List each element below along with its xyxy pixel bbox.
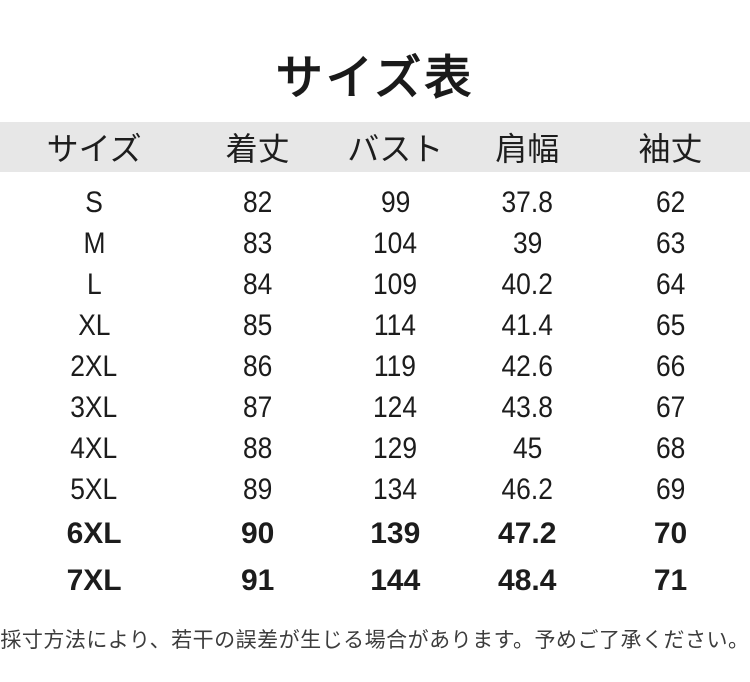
measurement-disclaimer: 採寸方法により、若干の誤差が生じる場合があります。予めご了承ください。 [0,629,750,652]
cell-sleeve: 63 [655,226,686,260]
cell-sleeve: 68 [655,431,686,465]
cell-sleeve: 62 [655,185,686,219]
size-table-header: サイズ 着丈 バスト 肩幅 袖丈 [0,122,750,172]
cell-size: XL [77,308,111,342]
page-title: サイズ表 [275,51,475,104]
col-header-shoulder: 肩幅 [463,122,591,172]
cell-sleeve: 65 [655,308,686,342]
table-row: 5XL 89 134 46.2 69 [0,469,750,510]
cell-bust: 129 [373,431,418,465]
cell-size: 5XL [70,472,118,506]
col-header-bust: バスト [327,122,464,172]
cell-shoulder: 46.2 [501,472,553,506]
table-row: L 84 109 40.2 64 [0,264,750,305]
table-row: 3XL 87 124 43.8 67 [0,387,750,428]
cell-shoulder: 41.4 [501,308,553,342]
size-table: サイズ 着丈 バスト 肩幅 袖丈 S 82 99 37.8 62 M 83 10… [0,122,750,604]
cell-bust: 104 [373,226,418,260]
table-row: 2XL 86 119 42.6 66 [0,346,750,387]
cell-size: 3XL [70,390,118,424]
cell-shoulder: 48.4 [498,563,557,597]
cell-size: L [86,267,102,301]
header-row: サイズ 着丈 バスト 肩幅 袖丈 [0,122,750,172]
cell-size: 7XL [66,563,122,597]
cell-sleeve: 69 [655,472,686,506]
col-header-length: 着丈 [188,122,327,172]
cell-length: 90 [240,516,275,550]
cell-length: 86 [242,349,273,383]
cell-length: 83 [242,226,273,260]
cell-shoulder: 37.8 [501,185,553,219]
cell-shoulder: 45 [512,431,542,465]
cell-bust: 144 [370,563,421,597]
col-header-sleeve: 袖丈 [591,122,750,172]
table-row: XL 85 114 41.4 65 [0,305,750,346]
cell-shoulder: 47.2 [498,516,557,550]
cell-sleeve: 67 [655,390,686,424]
cell-length: 91 [240,563,275,597]
cell-size: 6XL [66,516,122,550]
table-row: S 82 99 37.8 62 [0,172,750,223]
table-row: 7XL 91 144 48.4 71 [0,557,750,604]
cell-length: 84 [242,267,273,301]
cell-size: 2XL [70,349,118,383]
cell-bust: 119 [374,349,417,383]
cell-sleeve: 70 [653,516,688,550]
cell-length: 82 [242,185,273,219]
cell-shoulder: 40.2 [501,267,553,301]
cell-bust: 109 [373,267,418,301]
cell-length: 87 [242,390,273,424]
cell-bust: 134 [373,472,418,506]
cell-shoulder: 39 [512,226,542,260]
cell-bust: 99 [380,185,410,219]
cell-bust: 139 [370,516,421,550]
size-table-body: S 82 99 37.8 62 M 83 104 39 63 L 84 109 … [0,172,750,604]
cell-sleeve: 71 [653,563,688,597]
cell-size: 4XL [70,431,118,465]
cell-shoulder: 43.8 [501,390,553,424]
cell-bust: 114 [374,308,417,342]
col-header-size: サイズ [0,122,189,172]
cell-sleeve: 66 [655,349,686,383]
cell-length: 89 [242,472,273,506]
cell-length: 88 [242,431,273,465]
table-row: 4XL 88 129 45 68 [0,428,750,469]
table-row: 6XL 90 139 47.2 70 [0,510,750,557]
cell-length: 85 [242,308,273,342]
cell-bust: 124 [373,390,418,424]
cell-size: S [85,185,103,219]
cell-shoulder: 42.6 [501,349,553,383]
cell-size: M [83,226,106,260]
cell-sleeve: 64 [655,267,686,301]
table-row: M 83 104 39 63 [0,223,750,264]
